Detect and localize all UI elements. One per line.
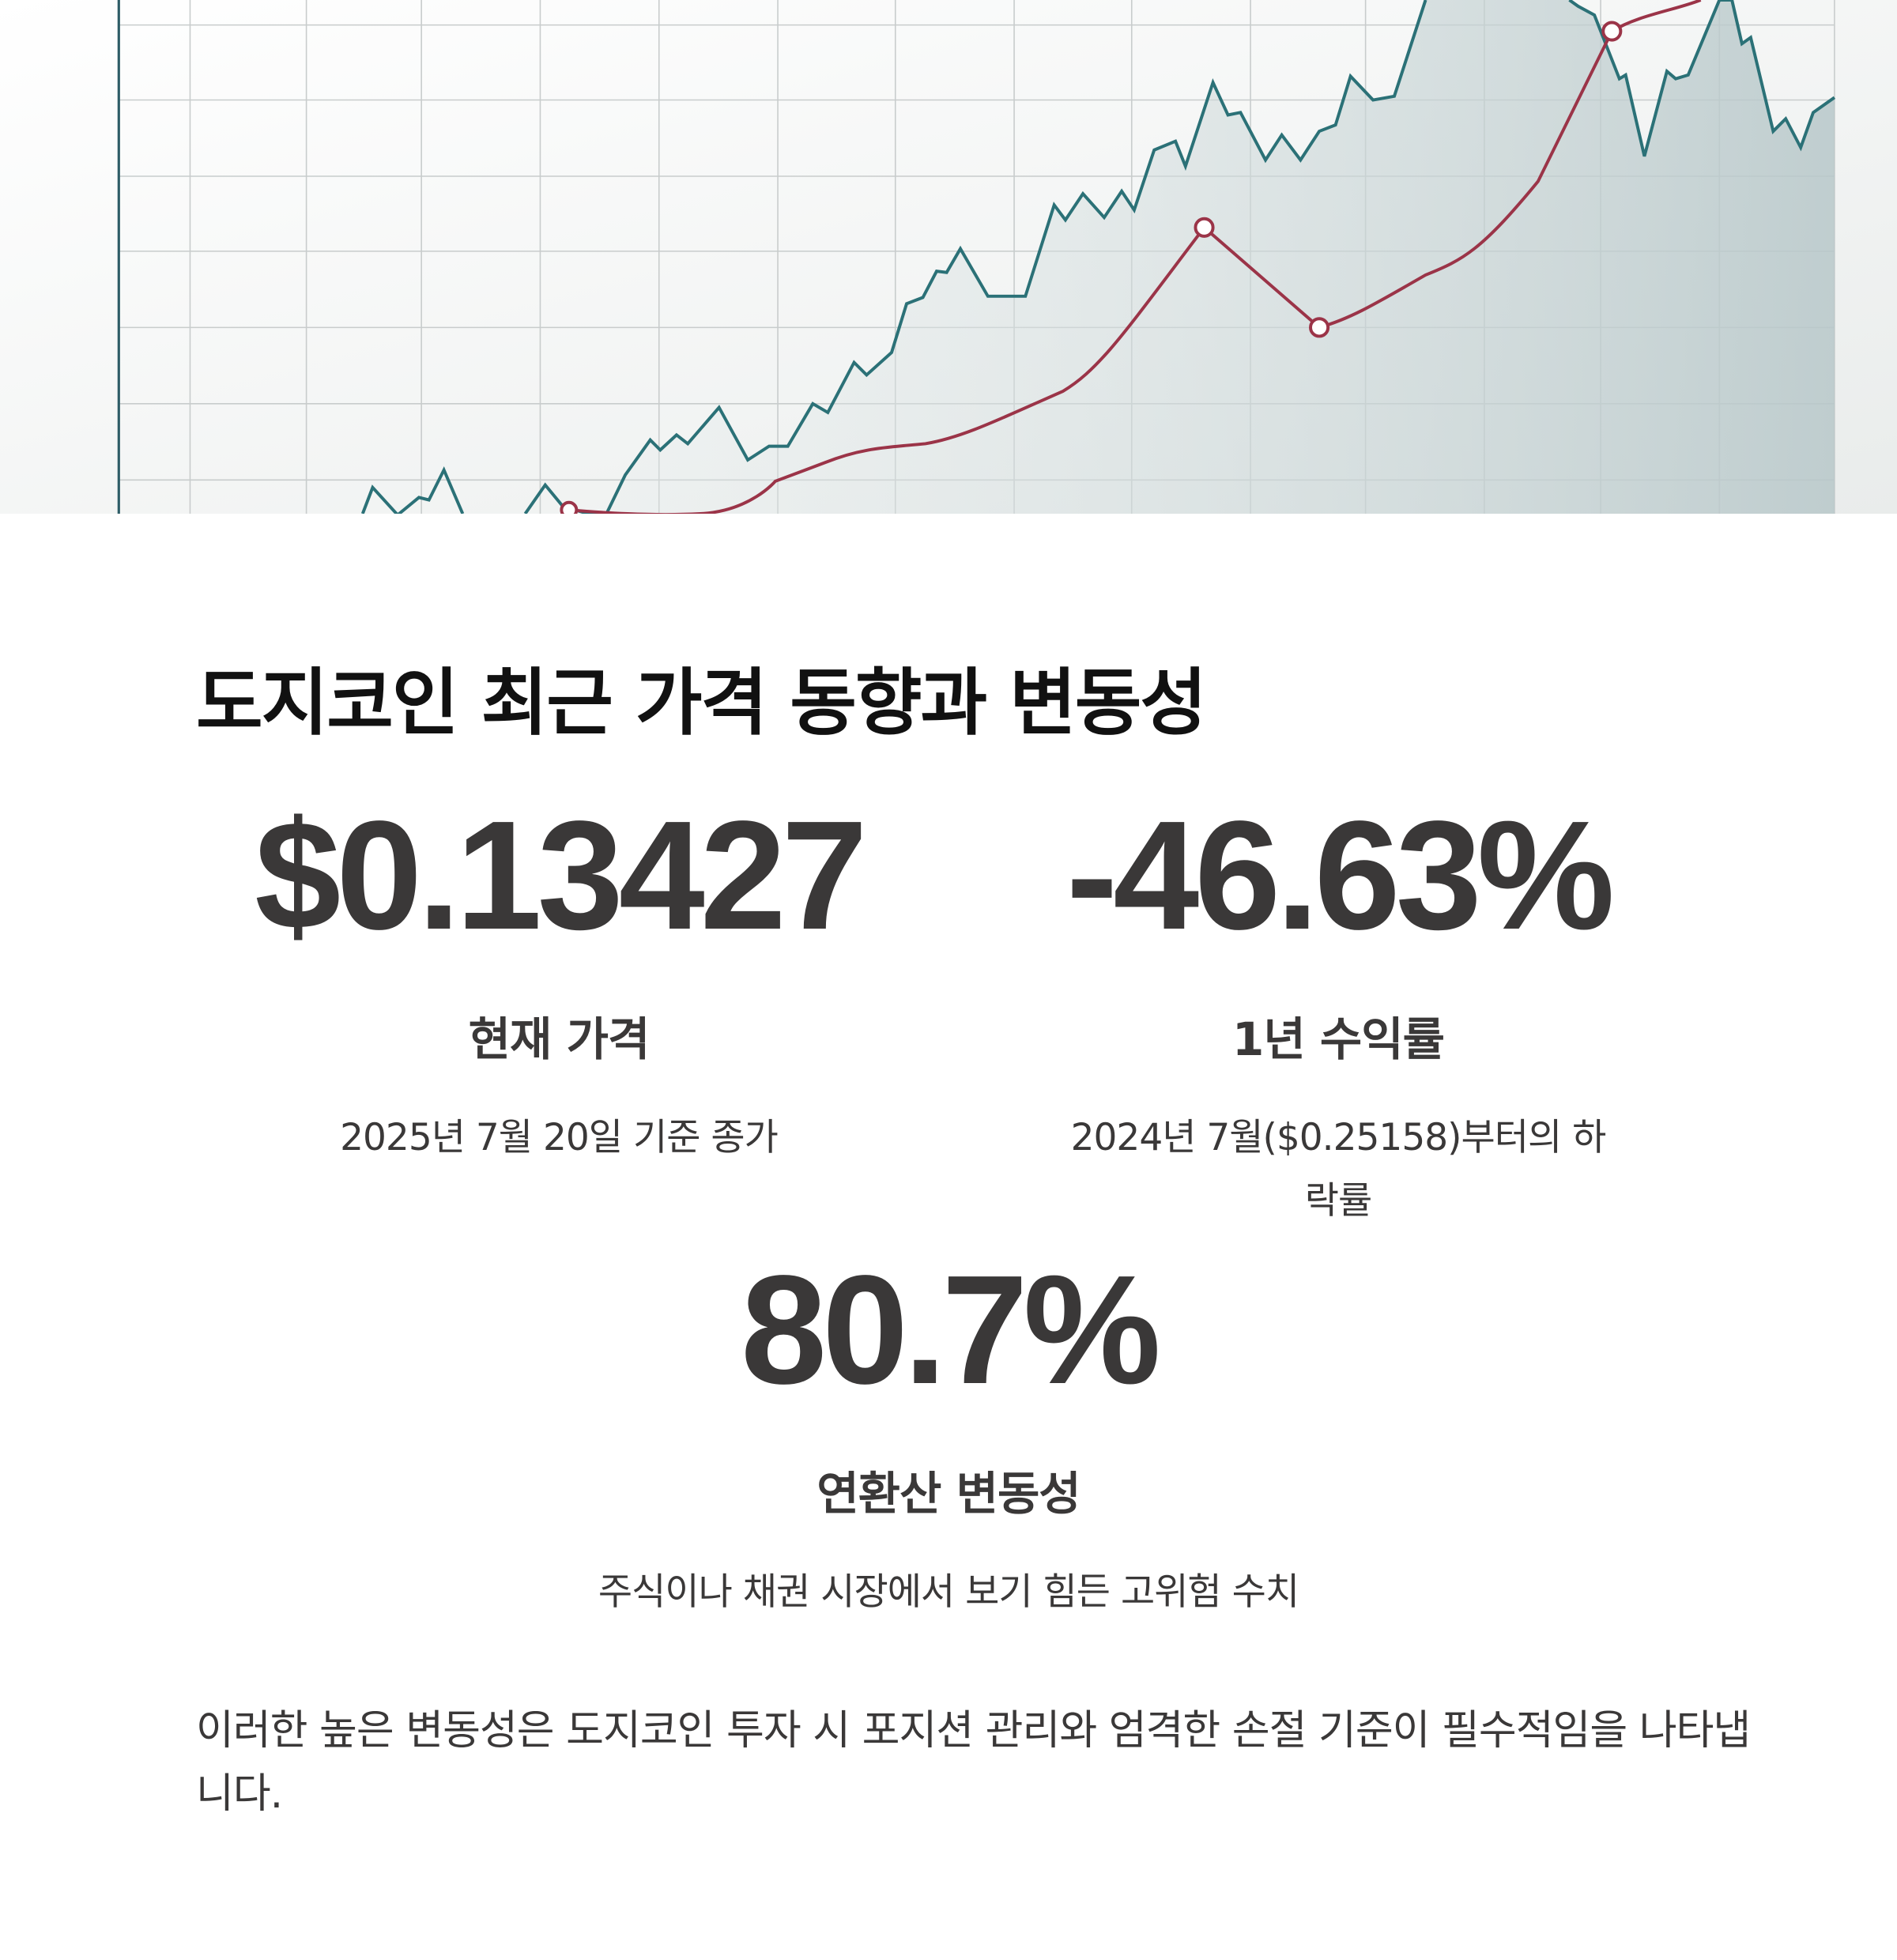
stat-note: 주식이나 채권 시장에서 보기 힘든 고위험 수치 bbox=[598, 1570, 1299, 1614]
stat-value: -46.63% bbox=[1065, 789, 1615, 962]
stat-note: 2025년 7월 20일 기준 종가 bbox=[340, 1116, 779, 1159]
stat: $0.13427 현재 가격 2025년 7월 20일 기준 종가 bbox=[255, 789, 867, 1170]
stat: -46.63% 1년 수익률 2024년 7월($0.25158)부터의 하락률 bbox=[1059, 798, 1618, 1233]
stat-value: $0.13427 bbox=[255, 789, 867, 962]
stat-label: 현재 가격 bbox=[468, 1012, 651, 1066]
stat-value: 80.7% bbox=[741, 1243, 1161, 1416]
stat-note: 2024년 7월($0.25158)부터의 하락률 bbox=[1070, 1116, 1607, 1223]
paragraph: 이러한 높은 변동성은 도지코인 투자 시 포지션 관리와 엄격한 손절 기준이… bbox=[196, 1707, 1751, 1818]
stat-label: 1년 수익률 bbox=[1232, 1012, 1445, 1066]
stat: 80.7% 연환산 변동성 주식이나 채권 시장에서 보기 힘든 고위험 수치 bbox=[593, 1253, 1304, 1624]
heading: 도지코인 최근 가격 동향과 변동성 bbox=[196, 661, 1207, 745]
hero-image bbox=[0, 0, 1897, 514]
stat-label: 연환산 변동성 bbox=[817, 1467, 1080, 1521]
